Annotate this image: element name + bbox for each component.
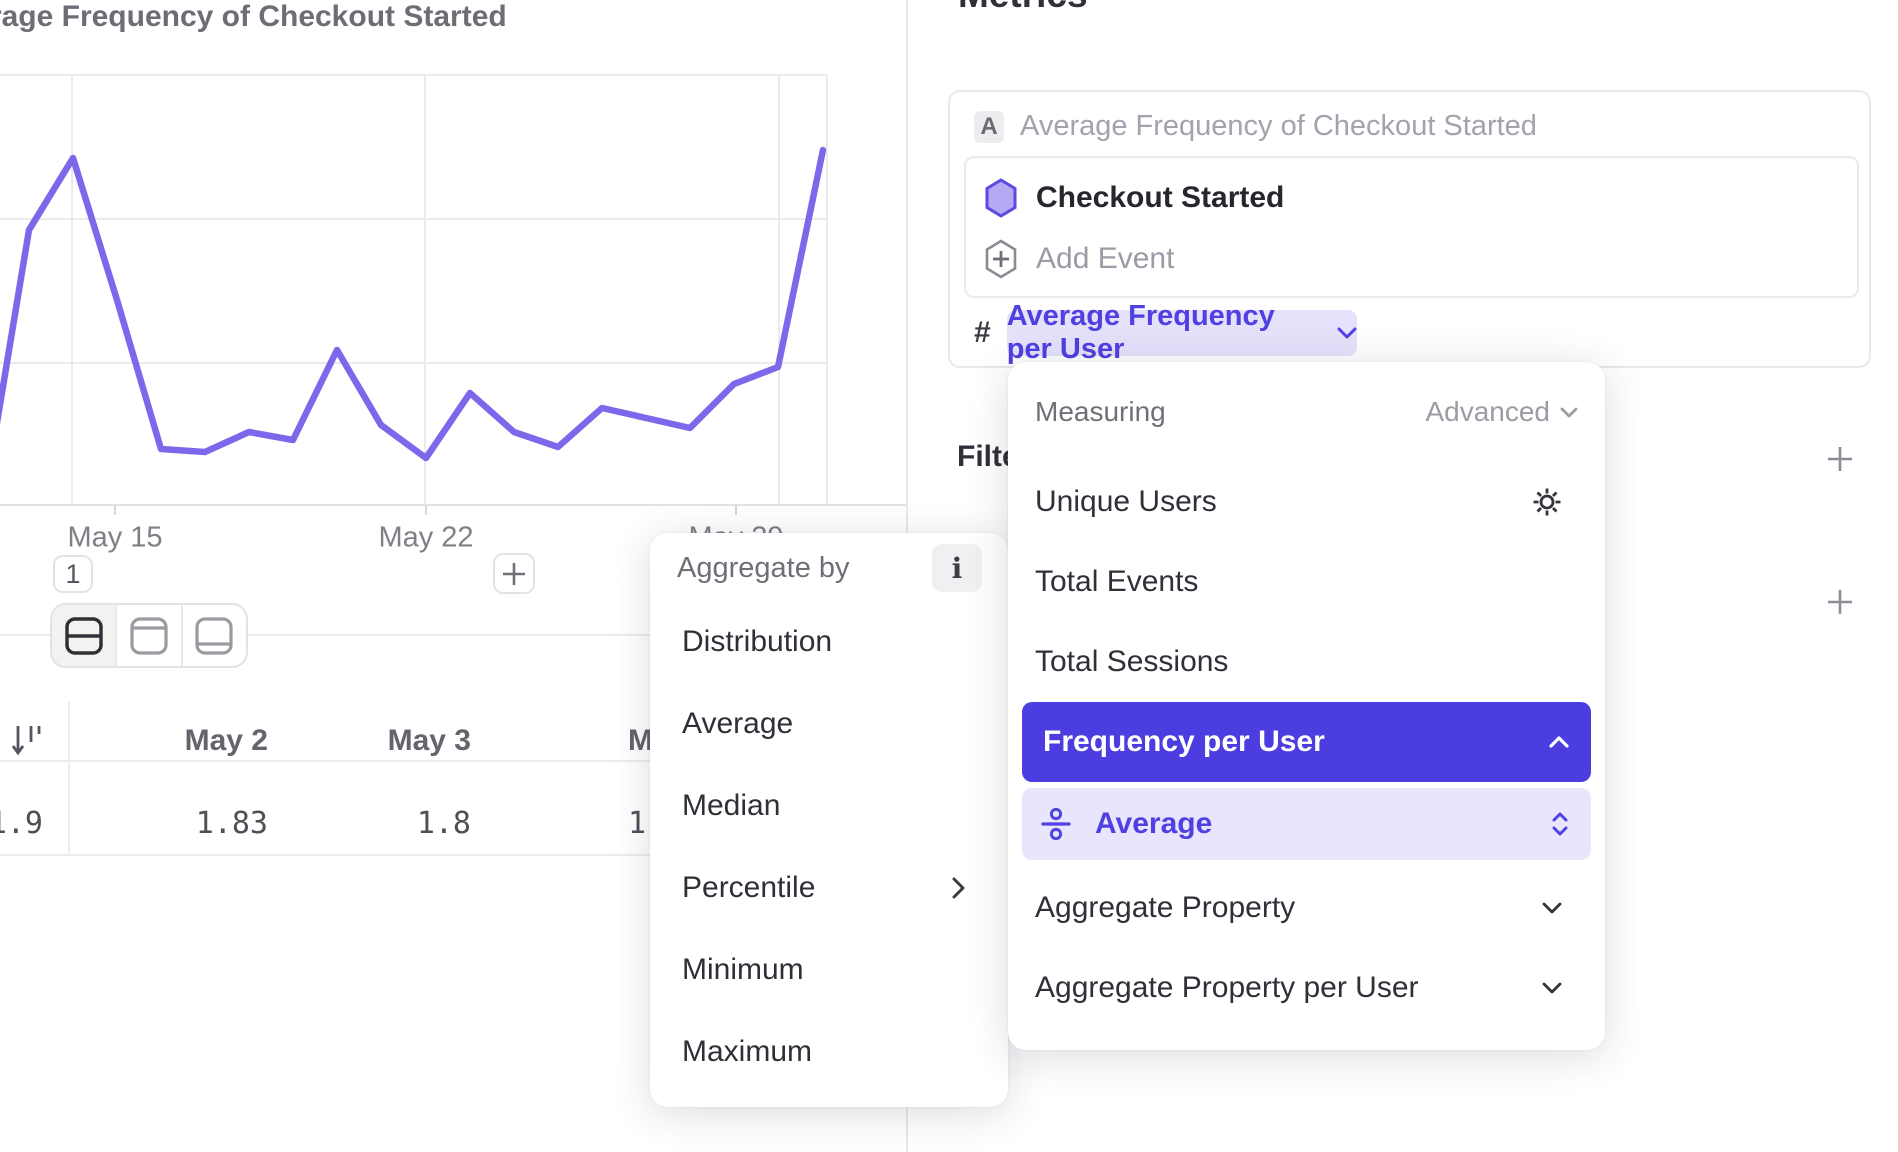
chevron-down-icon	[1337, 327, 1357, 339]
table-cell-next: 1	[628, 806, 647, 841]
x-axis-label: May 22	[378, 522, 473, 554]
filters-heading: Filters	[957, 440, 1008, 473]
chevron-up-icon	[1549, 736, 1569, 748]
menu-item-aggregate-property[interactable]: Aggregate Property	[1008, 868, 1605, 948]
layout-split-icon	[63, 615, 105, 657]
chevron-up-down-icon	[1551, 810, 1569, 838]
add-event-hexagon-plus-icon	[984, 238, 1018, 280]
menu-item-label: Average	[682, 707, 794, 740]
metrics-heading: Metrics	[958, 0, 1088, 16]
menu-subitem-average[interactable]: Average	[1022, 788, 1591, 860]
menu-item-aggregate-property-per-user[interactable]: Aggregate Property per User	[1008, 948, 1605, 1028]
menu-item-distribution[interactable]: Distribution	[650, 601, 1008, 683]
table-row-divider	[0, 854, 908, 856]
menu-item-total-events[interactable]: Total Events	[1008, 542, 1605, 622]
menu-item-minimum[interactable]: Minimum	[650, 929, 1008, 1011]
granularity-badge[interactable]: 1	[53, 555, 93, 593]
menu-item-label: Median	[682, 789, 781, 822]
table-header-next[interactable]: M	[628, 724, 653, 757]
measuring-popover: Measuring Advanced Unique Users	[1008, 362, 1605, 1050]
menu-item-maximum[interactable]: Maximum	[650, 1011, 1008, 1093]
event-row-checkout-started[interactable]: Checkout Started	[966, 166, 1857, 230]
aggregate-by-list: Distribution Average Median Percentile M…	[650, 601, 1008, 1093]
menu-subitem-label: Average	[1095, 807, 1213, 840]
info-button[interactable]: i	[932, 544, 982, 592]
per-user-ratio-icon	[1039, 807, 1073, 841]
table-column-divider	[68, 702, 70, 856]
table-cell-may3: 1.8	[416, 806, 471, 841]
gear-icon[interactable]	[1532, 487, 1562, 517]
layout-chart-button[interactable]	[115, 605, 181, 666]
layout-table-button[interactable]	[180, 605, 246, 666]
table-header-may3[interactable]: May 3	[387, 724, 471, 757]
measuring-list: Unique Users Total Events Total Sessions	[1008, 462, 1605, 1028]
menu-item-label: Aggregate Property	[1035, 891, 1296, 924]
menu-item-label: Distribution	[682, 625, 833, 658]
layout-toggle-group	[50, 603, 248, 668]
menu-item-total-sessions[interactable]: Total Sessions	[1008, 622, 1605, 702]
metric-title[interactable]: Average Frequency of Checkout Started	[1020, 110, 1537, 142]
event-hexagon-icon	[984, 177, 1018, 219]
add-event-label: Add Event	[1036, 242, 1175, 275]
metric-letter-badge: A	[974, 110, 1004, 143]
menu-item-label: Total Events	[1035, 565, 1199, 598]
menu-item-median[interactable]: Median	[650, 765, 1008, 847]
menu-item-label: Minimum	[682, 953, 804, 986]
event-box: Checkout Started Add Event	[964, 156, 1859, 298]
table-sort-button[interactable]	[10, 722, 44, 765]
table-header-may2[interactable]: May 2	[184, 724, 268, 757]
chevron-down-icon	[1542, 902, 1562, 914]
chart-title: Average Frequency of Checkout Started	[0, 0, 507, 33]
add-segment-button[interactable]	[493, 553, 535, 594]
plus-icon	[499, 559, 529, 589]
layout-table-icon	[193, 615, 235, 657]
table-cell-may1: 1.9	[0, 806, 43, 841]
numeric-hash-icon: #	[974, 316, 991, 349]
menu-item-label: Unique Users	[1035, 485, 1217, 518]
menu-item-label: Percentile	[682, 871, 816, 904]
chart-title-clip: Average Frequency of Checkout Started	[0, 0, 540, 44]
measurement-pill-label: Average Frequency per User	[1006, 300, 1275, 365]
menu-item-label: Frequency per User	[1043, 725, 1325, 758]
metric-title-row: A Average Frequency of Checkout Started	[974, 110, 1537, 143]
chevron-right-icon	[952, 877, 965, 899]
measuring-header: Measuring Advanced	[1035, 392, 1578, 432]
metric-card: A Average Frequency of Checkout Started …	[948, 90, 1871, 368]
menu-item-frequency-per-user-selected[interactable]: Frequency per User	[1022, 702, 1591, 782]
add-breakdown-button[interactable]	[1825, 587, 1855, 620]
aggregate-by-label: Aggregate by	[677, 551, 850, 584]
add-filter-button[interactable]	[1825, 444, 1855, 477]
aggregate-by-popover: Aggregate by i Distribution Average Medi…	[650, 533, 1008, 1107]
event-name: Checkout Started	[1036, 181, 1285, 214]
sort-icon	[10, 722, 44, 760]
advanced-toggle[interactable]: Advanced	[1425, 396, 1578, 428]
menu-item-label: Maximum	[682, 1035, 813, 1068]
menu-item-label: Aggregate Property per User	[1035, 971, 1419, 1004]
aggregate-by-header: Aggregate by i	[677, 544, 982, 592]
x-axis-label: May 15	[67, 522, 162, 554]
table-header-divider	[0, 760, 908, 762]
advanced-label: Advanced	[1425, 396, 1550, 427]
chevron-down-icon	[1560, 407, 1578, 418]
menu-item-percentile[interactable]: Percentile	[650, 847, 1008, 929]
layout-split-button[interactable]	[52, 605, 116, 666]
menu-item-unique-users[interactable]: Unique Users	[1008, 462, 1605, 542]
menu-item-label: Total Sessions	[1035, 645, 1229, 678]
layout-chart-icon	[128, 615, 170, 657]
measurement-row: # Average Frequency per User	[974, 300, 1357, 365]
chevron-down-icon	[1542, 982, 1562, 994]
add-event-button[interactable]: Add Event	[966, 230, 1857, 288]
measuring-label: Measuring	[1035, 396, 1166, 427]
measurement-pill[interactable]: Average Frequency per User	[1006, 300, 1357, 365]
menu-item-average[interactable]: Average	[650, 683, 1008, 765]
table-cell-may2: 1.83	[195, 806, 268, 841]
section-divider	[0, 634, 908, 636]
filters-heading-clip: Filters	[957, 440, 1008, 478]
series-line	[0, 146, 827, 462]
